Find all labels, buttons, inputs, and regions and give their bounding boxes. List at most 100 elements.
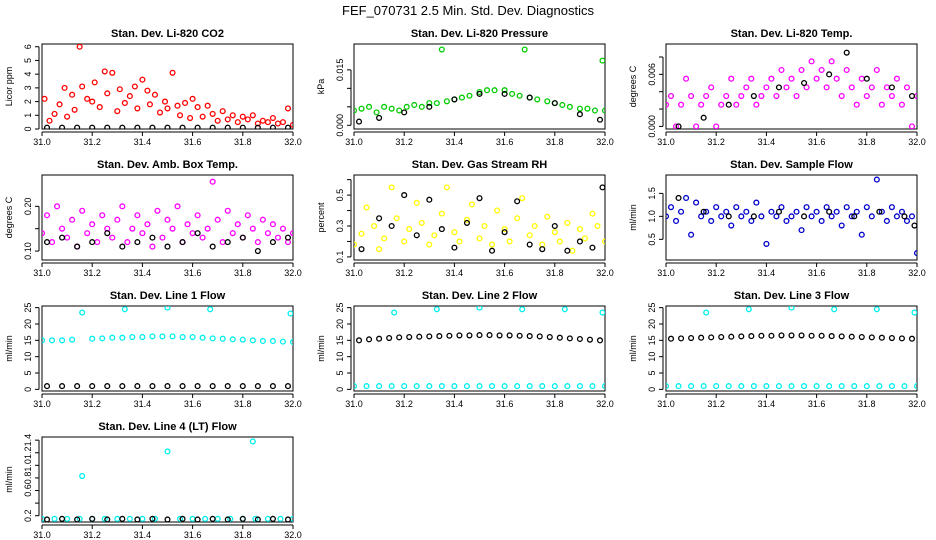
data-point [438,383,445,390]
series-secondary [355,90,604,125]
series-secondary [675,49,916,129]
data-point [279,119,287,126]
plot-frame [665,305,918,392]
y-tick-label: 0.000 [647,115,657,138]
y-tick-label: 0.015 [335,59,345,82]
x-tick-label: 31.4 [758,137,776,147]
x-tick-label: 31.8 [234,399,252,409]
data-point [763,240,770,247]
x-tick-label: 31.6 [808,399,826,409]
series-primary [42,306,293,346]
data-point [666,101,670,108]
data-point [783,84,790,91]
data-point [700,208,707,215]
data-point [259,117,266,124]
data-point [189,230,196,237]
data-point [576,383,583,390]
data-point [438,210,445,217]
data-point [214,117,221,124]
data-point [174,102,181,109]
data-point [274,234,281,241]
y-axis-label: degrees C [4,196,14,238]
data-point [416,333,423,340]
y-tick-label: 20 [23,319,33,329]
data-point [284,516,292,522]
data-point [403,103,410,110]
data-point [913,250,917,257]
data-point [851,383,858,390]
data-point [48,337,56,344]
data-point [89,124,96,129]
data-point [466,332,473,339]
data-point [194,383,201,390]
data-point [69,91,76,98]
data-point [126,515,133,522]
data-point [768,208,775,215]
data-point [675,383,682,390]
data-point [800,79,808,87]
data-point [561,306,568,313]
data-point [214,216,221,223]
data-point [601,238,605,245]
data-point [831,306,838,313]
x-tick-label: 32.0 [284,530,302,540]
data-point [793,92,800,100]
data-point [476,195,483,202]
data-point [43,383,51,390]
data-point [84,95,91,102]
data-point [59,383,66,390]
data-point [698,334,705,341]
data-point [139,334,146,341]
data-point [458,94,465,101]
data-point [788,306,795,311]
y-axis-label: ml/min [4,335,14,362]
data-point [129,334,136,341]
y-tick-label: 0 [647,387,657,392]
panel-sample-flow: Stan. Dev. Sample Flow ml/min 31.0 31.2 31.4… [628,159,926,278]
data-point [868,84,875,91]
data-point [252,515,259,522]
data-point [224,383,231,390]
data-point [426,103,433,110]
x-tick-label: 31.8 [234,137,252,147]
data-point [693,123,700,129]
data-point [451,229,458,236]
data-point [109,234,116,241]
data-point [748,333,755,340]
data-point [284,383,292,390]
data-point [876,208,883,215]
y-tick-label: 0.20 [23,198,33,216]
data-point [483,87,491,94]
data-point [209,335,216,342]
data-point [274,120,281,127]
data-point [438,46,445,53]
data-point [249,438,256,445]
data-point [101,68,108,75]
data-point [224,116,231,123]
data-point [229,112,236,119]
data-point [539,246,546,253]
data-point [94,239,101,246]
y-tick-label: 1.2 [23,446,33,459]
data-point [401,383,408,390]
y-tick-label: 6 [23,44,33,49]
data-point [551,100,558,107]
data-point [813,75,820,82]
data-point [269,383,276,390]
series-secondary [355,332,604,344]
data-point [576,238,583,245]
data-point [189,515,196,522]
data-point [79,309,86,316]
data-point [693,199,700,206]
data-point [723,208,730,215]
data-point [586,336,593,343]
data-point [514,198,521,205]
data-point [79,207,86,214]
series-primary [666,306,917,390]
plot-frame [41,174,294,261]
series-secondary [358,184,605,254]
data-point [227,515,234,522]
data-point [826,383,833,390]
y-tick-label: 0.5 [647,233,657,246]
data-point [913,383,917,390]
